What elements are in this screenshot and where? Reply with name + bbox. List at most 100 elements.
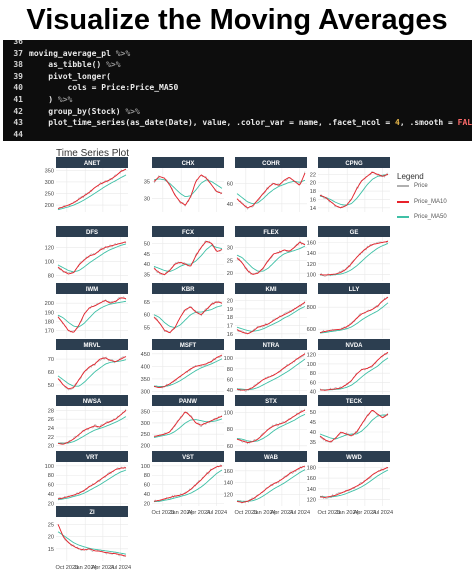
series-line-ma50 [153,358,223,387]
series-line-ma10 [57,297,127,333]
series-line-price [57,356,127,391]
x-tick-label: Jul 2024 [372,510,393,516]
series-line-ma10 [57,168,127,209]
facet-strip [152,226,224,237]
y-tick-label: 60 [48,483,54,489]
y-tick-label: 160 [224,469,233,475]
facet-strip [56,395,128,406]
series-line-price [153,300,223,334]
series-line-ma50 [236,179,306,205]
facet-strip [235,157,307,168]
y-tick-label: 300 [141,421,150,427]
code-line: 42 group_by(Stock) %>% [3,106,140,117]
y-tick-label: 60 [227,181,233,187]
facet-strip [318,339,390,350]
y-tick-label: 160 [307,240,316,246]
y-tick-label: 80 [48,473,54,479]
legend-title: Legend [397,172,424,181]
y-tick-label: 80 [310,371,316,377]
facet-strip [318,283,390,294]
facet-strip-label: ZI [89,510,95,516]
series-line-ma50 [320,357,389,391]
y-tick-label: 200 [141,443,150,449]
code-text: group_by(Stock) %>% [29,106,140,116]
y-tick-label: 60 [310,380,316,386]
facet-strip [235,451,307,462]
y-tick-label: 40 [144,492,150,498]
y-tick-label: 40 [144,262,150,268]
y-tick-label: 40 [227,202,233,208]
facet-strip [56,226,128,237]
y-tick-label: 22 [310,172,316,178]
y-tick-label: 250 [45,191,54,197]
facet-strip-label: DFS [86,230,98,236]
facet-strip-label: STX [265,399,277,405]
code-text: ) %>% [29,95,73,104]
series-line-price [153,174,223,207]
y-tick-label: 20 [48,444,54,450]
facet-panel-nvda: NVDA 40 60 80 100 120 [307,339,390,396]
facet-strip [318,395,390,406]
y-tick-label: 25 [48,522,54,528]
x-tick-label: Oct 2023 [151,510,174,516]
facet-strip-label: PANW [179,399,197,405]
y-tick-label: 100 [307,362,316,368]
series-line-ma50 [153,305,223,329]
facet-strip-label: VST [182,455,194,461]
code-text: moving_average_pl %>% [29,48,131,58]
y-tick-label: 40 [310,390,316,396]
facet-plot-area [318,406,390,450]
y-tick-label: 100 [224,356,233,362]
facet-strip [235,339,307,350]
series-line-price [319,240,389,277]
series-line-price [236,352,306,392]
y-tick-label: 140 [307,251,316,257]
series-line-price [236,300,306,334]
y-tick-label: 450 [141,352,150,358]
y-tick-label: 120 [307,262,316,268]
series-line-ma10 [236,409,306,443]
code-line: 39 pivot_longer( [3,71,111,82]
x-tick-label: Apr 2024 [271,510,294,516]
y-tick-label: 80 [227,427,233,433]
y-tick-label: 350 [141,410,150,416]
y-tick-label: 30 [227,245,233,251]
y-tick-label: 35 [310,440,316,446]
y-tick-label: 160 [307,476,316,482]
x-tick-label: Jul 2024 [206,510,227,516]
series-line-ma10 [153,301,223,333]
series-line-ma10 [319,172,389,209]
series-line-ma50 [57,174,127,211]
series-line-price [319,352,389,392]
y-tick-label: 20 [48,502,54,508]
series-line-ma10 [153,411,223,437]
y-tick-label: 20 [227,271,233,277]
series-line-ma10 [57,524,127,557]
series-line-price [57,408,127,445]
y-tick-label: 50 [310,410,316,416]
y-tick-label: 40 [48,492,54,498]
x-tick-label: Oct 2023 [234,510,257,516]
y-tick-label: 300 [45,180,54,186]
chart-legend: Legend Price Price_MA10 Price_MA50 [397,172,447,220]
facet-plot-area [152,406,224,450]
facet-strip-label: FCX [182,230,194,236]
series-line-ma10 [319,351,389,391]
y-tick-label: 50 [48,383,54,389]
facet-panel-dfs: DFS 80 100 120 [45,226,128,281]
facet-panel-iwm: IWM 170 180 190 200 [45,283,128,338]
y-tick-label: 35 [144,180,150,186]
facet-plot-area [56,462,128,506]
y-tick-label: 18 [310,189,316,195]
facet-plot-area [235,168,307,212]
series-line-price [57,466,127,501]
chart-title: Time Series Plot [56,148,129,159]
y-tick-label: 100 [307,273,316,279]
y-tick-label: 19 [227,307,233,313]
series-line-price [153,411,223,437]
facet-panel-ntra: NTRA 40 60 80 100 [224,339,307,394]
series-line-ma10 [319,410,389,443]
y-tick-label: 120 [45,245,54,251]
series-line-ma50 [236,358,306,391]
